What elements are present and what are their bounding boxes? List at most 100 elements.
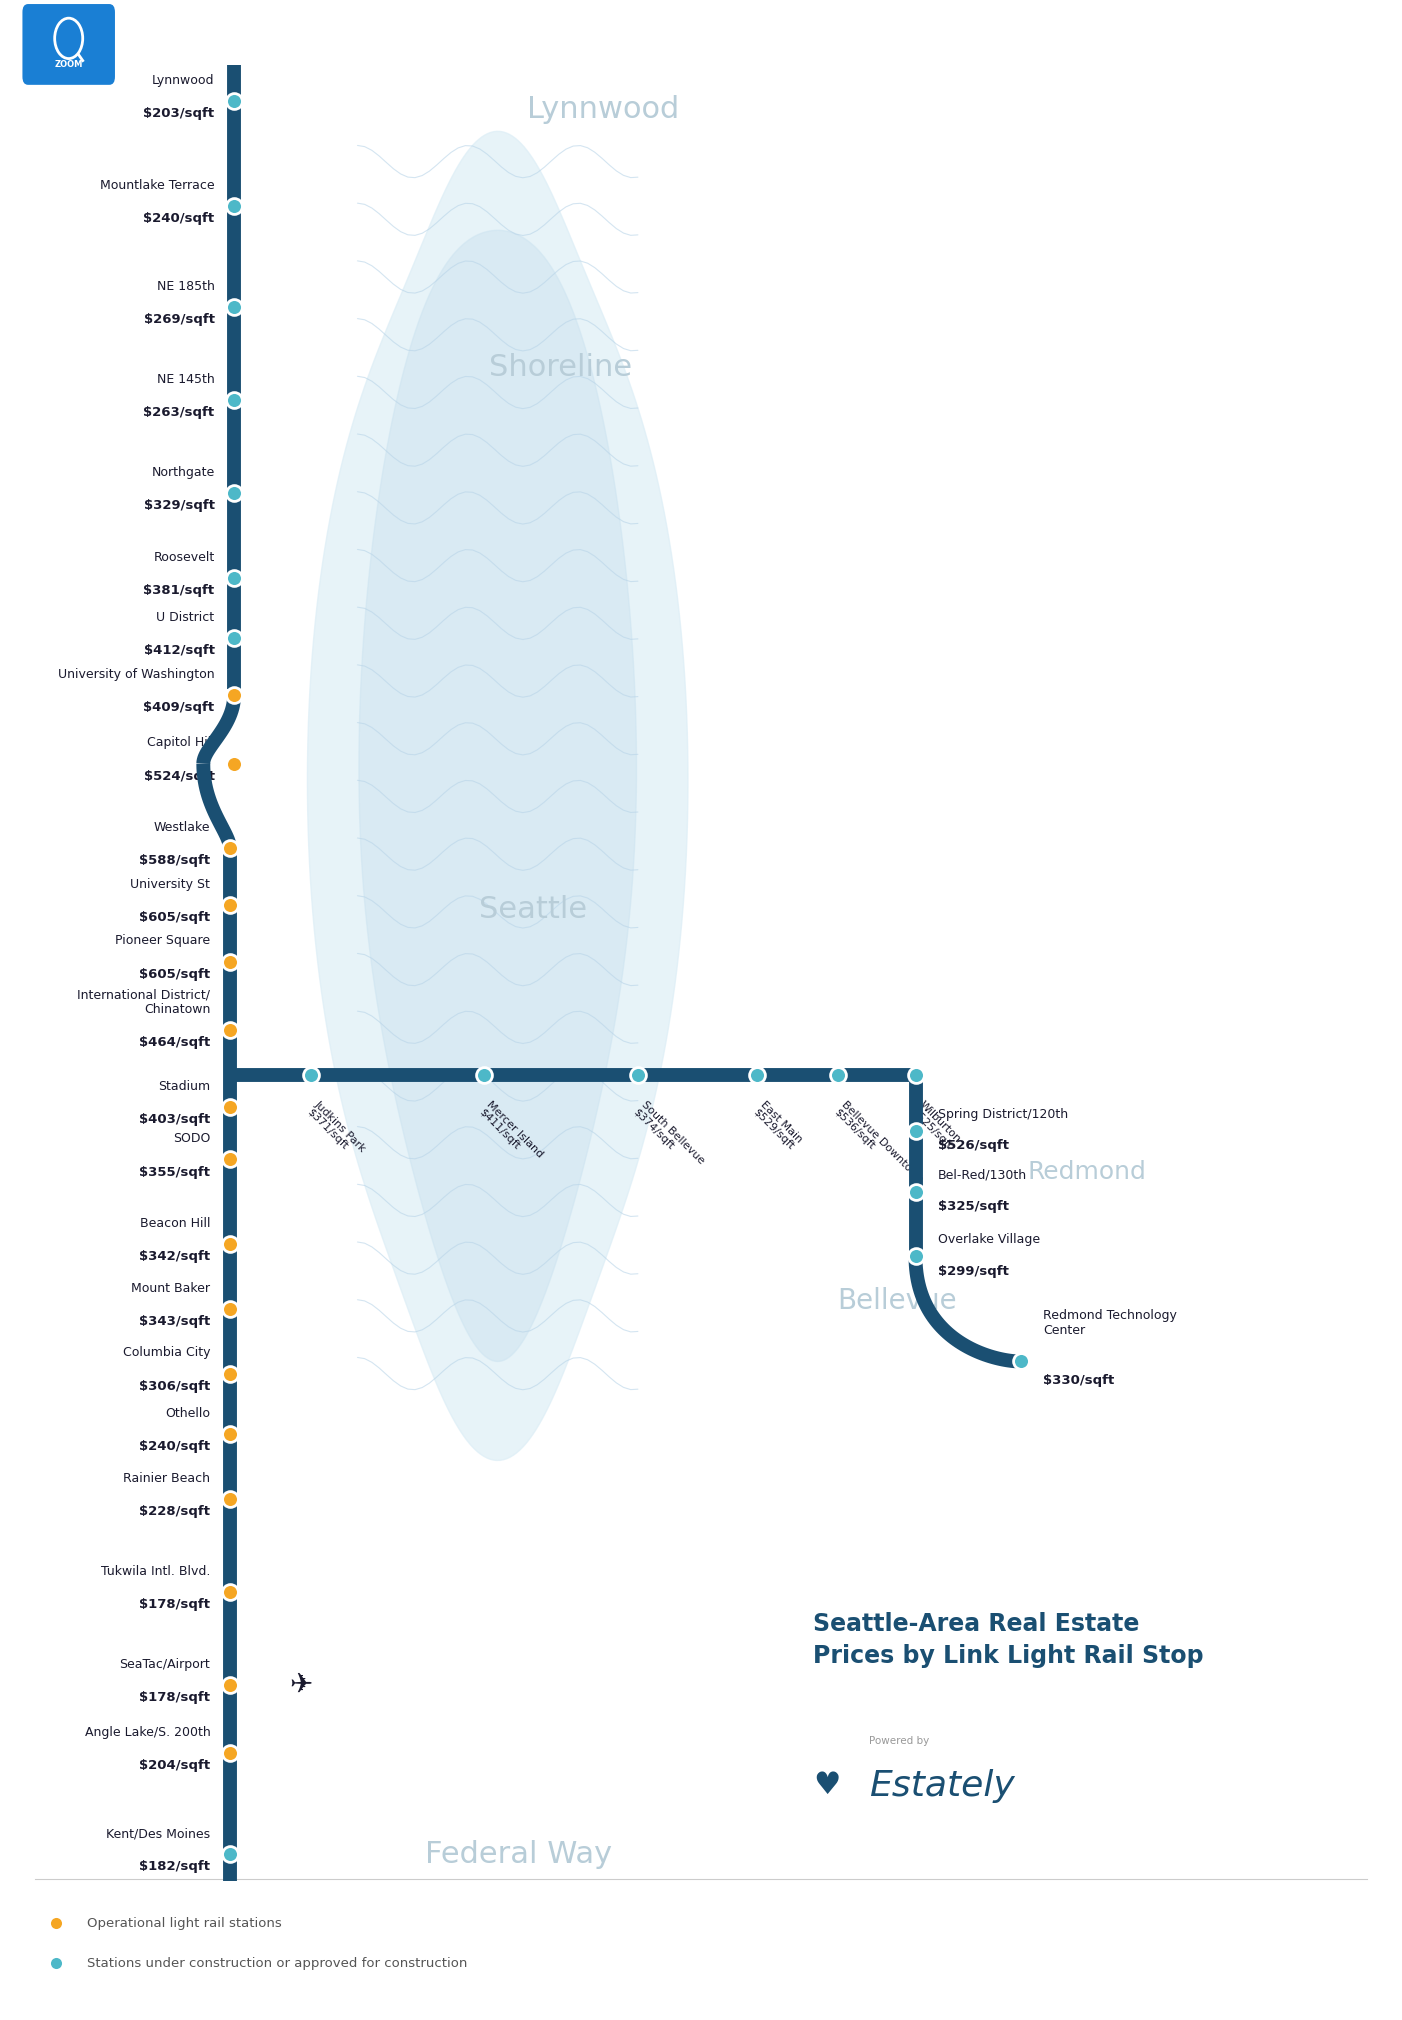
Text: $403/sqft: $403/sqft xyxy=(139,1113,210,1125)
Text: SeaTac/Airport: SeaTac/Airport xyxy=(119,1658,210,1671)
Text: Powered by: Powered by xyxy=(869,1737,930,1745)
Text: $269/sqft: $269/sqft xyxy=(143,313,215,325)
Point xyxy=(219,1418,241,1450)
Point xyxy=(219,1737,241,1770)
Text: Capitol Hill: Capitol Hill xyxy=(147,737,215,749)
Text: $240/sqft: $240/sqft xyxy=(143,212,215,224)
Polygon shape xyxy=(307,131,688,1460)
Point xyxy=(219,1091,241,1123)
Text: $355/sqft: $355/sqft xyxy=(139,1166,210,1178)
Text: Judkins Park
$371/sqft: Judkins Park $371/sqft xyxy=(306,1099,367,1162)
Point xyxy=(219,1576,241,1608)
Text: $605/sqft: $605/sqft xyxy=(139,968,210,980)
Text: Kent/Des Moines: Kent/Des Moines xyxy=(107,1828,210,1840)
Point xyxy=(904,1240,927,1273)
Text: U District: U District xyxy=(157,612,215,624)
Text: SODO: SODO xyxy=(172,1133,210,1145)
Text: Lynnwood: Lynnwood xyxy=(151,75,215,87)
Text: $343/sqft: $343/sqft xyxy=(139,1315,210,1327)
Text: Shoreline: Shoreline xyxy=(489,354,632,382)
Point xyxy=(223,679,245,711)
Text: Othello: Othello xyxy=(165,1408,210,1420)
Point xyxy=(45,1947,67,1980)
Text: Seattle-Area Real Estate
Prices by Link Light Rail Stop: Seattle-Area Real Estate Prices by Link … xyxy=(813,1612,1204,1669)
Text: Columbia City: Columbia City xyxy=(123,1347,210,1359)
Text: $464/sqft: $464/sqft xyxy=(139,1036,210,1048)
Text: $605/sqft: $605/sqft xyxy=(139,911,210,923)
Point xyxy=(472,1058,495,1091)
Point xyxy=(219,832,241,865)
Text: University St: University St xyxy=(130,879,210,891)
Text: Estately: Estately xyxy=(869,1770,1015,1802)
Point xyxy=(904,1058,927,1091)
Text: $381/sqft: $381/sqft xyxy=(143,584,215,596)
Text: South Bellevue
$374/sqft: South Bellevue $374/sqft xyxy=(632,1099,705,1174)
Text: $588/sqft: $588/sqft xyxy=(139,854,210,867)
Text: ZOOM: ZOOM xyxy=(55,61,83,69)
Text: Operational light rail stations: Operational light rail stations xyxy=(87,1917,282,1929)
Text: $306/sqft: $306/sqft xyxy=(139,1380,210,1392)
Point xyxy=(904,1176,927,1208)
Text: Stations under construction or approved for construction: Stations under construction or approved … xyxy=(87,1957,467,1970)
Text: NE 145th: NE 145th xyxy=(157,374,215,386)
Text: Westlake: Westlake xyxy=(154,822,210,834)
Point xyxy=(746,1058,768,1091)
Text: International District/
Chinatown: International District/ Chinatown xyxy=(77,988,210,1016)
Point xyxy=(219,1838,241,1871)
Text: $330/sqft: $330/sqft xyxy=(1043,1374,1115,1386)
Text: Northgate: Northgate xyxy=(151,467,215,479)
Text: Redmond: Redmond xyxy=(1028,1159,1145,1184)
Point xyxy=(223,477,245,509)
Point xyxy=(223,384,245,416)
Point xyxy=(223,562,245,594)
Text: Bellevue: Bellevue xyxy=(837,1287,958,1315)
Point xyxy=(219,1228,241,1260)
Point xyxy=(223,190,245,222)
Text: $299/sqft: $299/sqft xyxy=(938,1265,1009,1277)
Text: $240/sqft: $240/sqft xyxy=(139,1440,210,1452)
Point xyxy=(223,85,245,117)
Text: Mountlake Terrace: Mountlake Terrace xyxy=(100,180,215,192)
Text: Mount Baker: Mount Baker xyxy=(132,1283,210,1295)
Point xyxy=(223,291,245,323)
Text: Mercer Island
$411/sqft: Mercer Island $411/sqft xyxy=(478,1099,545,1168)
Text: $409/sqft: $409/sqft xyxy=(143,701,215,713)
Text: $204/sqft: $204/sqft xyxy=(139,1759,210,1772)
Polygon shape xyxy=(359,230,637,1361)
Point xyxy=(219,1143,241,1176)
Text: $203/sqft: $203/sqft xyxy=(143,107,215,119)
FancyBboxPatch shape xyxy=(22,4,115,85)
Point xyxy=(300,1058,322,1091)
Point xyxy=(827,1058,850,1091)
Point xyxy=(219,889,241,921)
Point xyxy=(219,945,241,978)
Point xyxy=(627,1058,649,1091)
Text: University of Washington: University of Washington xyxy=(57,669,215,681)
Point xyxy=(219,1357,241,1390)
Text: $526/sqft: $526/sqft xyxy=(938,1139,1009,1151)
Text: Wilburton
$525/sqft: Wilburton $525/sqft xyxy=(910,1099,962,1151)
Text: East Main
$529/sqft: East Main $529/sqft xyxy=(751,1099,803,1151)
Text: Seattle: Seattle xyxy=(478,895,587,923)
Point xyxy=(219,1014,241,1046)
Point xyxy=(904,1115,927,1147)
Text: $325/sqft: $325/sqft xyxy=(938,1200,1009,1212)
Point xyxy=(1009,1345,1032,1378)
Text: NE 185th: NE 185th xyxy=(157,281,215,293)
Point xyxy=(223,622,245,654)
Text: $342/sqft: $342/sqft xyxy=(139,1250,210,1262)
Text: $412/sqft: $412/sqft xyxy=(143,644,215,656)
Text: ♥: ♥ xyxy=(813,1772,841,1800)
Point xyxy=(219,1293,241,1325)
Text: $178/sqft: $178/sqft xyxy=(139,1691,210,1703)
Text: $178/sqft: $178/sqft xyxy=(139,1598,210,1610)
Text: Beacon Hill: Beacon Hill xyxy=(140,1218,210,1230)
Text: Rainier Beach: Rainier Beach xyxy=(123,1473,210,1485)
Text: $263/sqft: $263/sqft xyxy=(143,406,215,418)
Text: ✈: ✈ xyxy=(290,1671,313,1699)
Text: $524/sqft: $524/sqft xyxy=(143,770,215,782)
Point xyxy=(45,1907,67,1939)
Text: Spring District/120th: Spring District/120th xyxy=(938,1109,1068,1121)
Point xyxy=(219,1669,241,1701)
Text: Bellevue Downtown
$536/sqft: Bellevue Downtown $536/sqft xyxy=(833,1099,925,1192)
